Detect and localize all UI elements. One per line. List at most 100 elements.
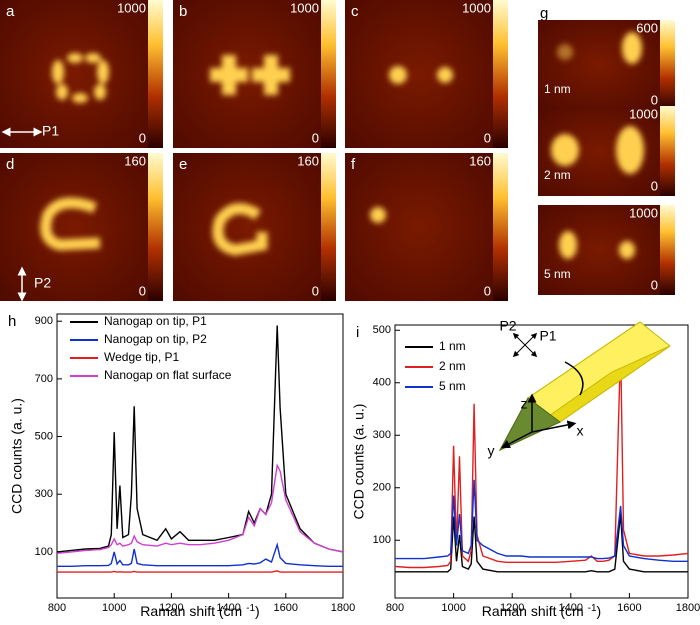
y-tick-label: 100 xyxy=(35,546,53,558)
axis-arrow xyxy=(531,420,577,433)
hotspot xyxy=(370,207,386,223)
hotspot xyxy=(212,203,268,256)
axis-arrow xyxy=(501,431,533,449)
colorbar-max: 600 xyxy=(636,20,658,35)
colorbar-min: 0 xyxy=(651,277,658,292)
x-axis-label: Raman shift (cm -1) xyxy=(482,603,601,619)
inset-label: z xyxy=(521,396,528,412)
panel-label: g xyxy=(540,5,548,22)
plot-frame xyxy=(394,324,689,599)
heatmap-features xyxy=(389,66,453,84)
plot-frame xyxy=(56,313,344,599)
spectrum-line xyxy=(395,479,688,562)
x-axis-label-part: ) xyxy=(597,603,602,619)
heatmap-features xyxy=(40,197,101,251)
panel-label: c xyxy=(351,3,359,20)
x-axis-label-part: ) xyxy=(255,603,260,619)
inset-label: P1 xyxy=(539,328,556,344)
x-axis-label: Raman shift (cm -1) xyxy=(140,603,259,619)
colorbar-max: 160 xyxy=(297,153,319,168)
size-label: 2 nm xyxy=(544,168,571,182)
y-tick-label: 200 xyxy=(373,482,391,494)
colorbar xyxy=(148,153,163,301)
legend-label: 1 nm xyxy=(439,339,466,353)
colorbar xyxy=(321,153,336,301)
heatmap-features xyxy=(557,32,642,64)
colorbar-min: 0 xyxy=(651,92,658,107)
colorbar-max: 1000 xyxy=(629,205,658,220)
colorbar-min: 0 xyxy=(312,130,319,145)
heatmap xyxy=(173,153,321,301)
polarization-arrow xyxy=(512,332,538,358)
hotspot xyxy=(85,53,101,63)
heatmap-features xyxy=(559,231,635,259)
y-tick-label: 400 xyxy=(373,377,391,389)
panel-label: b xyxy=(179,3,187,20)
heatmap xyxy=(538,20,660,110)
hotspot xyxy=(67,53,83,63)
colorbar xyxy=(493,0,508,148)
y-tick-label: 500 xyxy=(35,430,53,442)
x-tick-label: 1200 xyxy=(500,602,524,614)
hotspot xyxy=(619,241,635,259)
colorbar-min: 0 xyxy=(484,283,491,298)
x-axis-label-part: Raman shift (cm xyxy=(482,603,588,619)
colorbar-max: 1000 xyxy=(117,0,146,15)
hotspot xyxy=(222,55,236,95)
colorbar xyxy=(660,205,675,295)
colorbar-min: 0 xyxy=(139,283,146,298)
x-tick-label: 1800 xyxy=(676,602,700,614)
hotspot xyxy=(52,60,64,84)
legend-label: Nanogap on tip, P1 xyxy=(104,314,207,328)
y-tick-label: 300 xyxy=(35,488,53,500)
hotspot xyxy=(559,231,577,259)
hotspot xyxy=(264,55,278,95)
colorbar-max: 1000 xyxy=(290,0,319,15)
x-tick-label: 1000 xyxy=(102,602,126,614)
x-tick-label: 800 xyxy=(386,602,404,614)
legend-label: Nanogap on tip, P2 xyxy=(104,332,207,346)
spectrum-line xyxy=(56,325,344,553)
spectrum-line xyxy=(57,570,343,573)
hotspot xyxy=(437,67,453,83)
x-axis-label-part: -1 xyxy=(588,603,597,614)
heatmap-features xyxy=(370,207,386,223)
size-label: 5 nm xyxy=(544,267,571,281)
hotspot xyxy=(72,93,88,103)
heatmap xyxy=(345,0,493,148)
colorbar-min: 0 xyxy=(651,178,658,193)
x-axis-label-part: Raman shift (cm xyxy=(140,603,246,619)
colorbar-max: 1000 xyxy=(629,106,658,121)
heatmap xyxy=(345,153,493,301)
y-axis-label: CCD counts (a. u.) xyxy=(9,398,25,514)
y-tick-label: 700 xyxy=(35,373,53,385)
hotspot xyxy=(97,60,109,84)
x-tick-label: 1000 xyxy=(441,602,465,614)
y-axis-label: CCD counts (a. u.) xyxy=(351,404,367,520)
panel-label: a xyxy=(6,3,15,20)
hotspot xyxy=(551,134,579,166)
hotspot xyxy=(557,44,573,60)
colorbar-max: 160 xyxy=(124,153,146,168)
x-tick-label: 800 xyxy=(48,602,66,614)
x-axis-label-part: -1 xyxy=(246,603,255,614)
size-label: 1 nm xyxy=(544,82,571,96)
colorbar-max: 1000 xyxy=(462,0,491,15)
x-tick-label: 1200 xyxy=(159,602,183,614)
polarization-label: P2 xyxy=(34,275,51,291)
colorbar xyxy=(493,153,508,301)
legend-label: 5 nm xyxy=(439,379,466,393)
y-tick-label: 300 xyxy=(373,429,391,441)
hotspot xyxy=(94,84,106,100)
legend-label: Wedge tip, P1 xyxy=(104,350,179,364)
legend-label: Nanogap on flat surface xyxy=(104,368,232,382)
x-tick-label: 1600 xyxy=(617,602,641,614)
colorbar xyxy=(660,106,675,196)
panel-label: d xyxy=(6,156,14,173)
hotspot xyxy=(389,66,407,84)
heatmap-features xyxy=(551,126,644,174)
x-tick-label: 1400 xyxy=(216,602,240,614)
prism-tip xyxy=(498,397,561,452)
